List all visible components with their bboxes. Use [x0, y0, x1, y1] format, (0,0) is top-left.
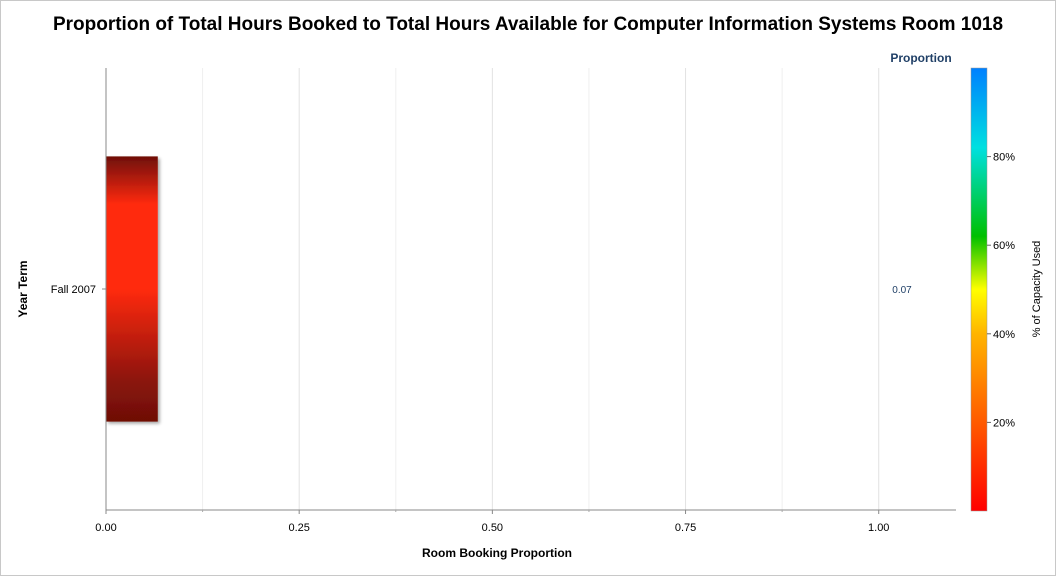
colorbar-label: % of Capacity Used	[1031, 241, 1043, 338]
grid-lines	[202, 68, 880, 510]
y-axis-label: Year Term	[16, 260, 30, 317]
x-tick-label: 1.00	[868, 522, 889, 534]
colorbar-tick-label: 60%	[993, 240, 1015, 252]
x-tick-label: 0.25	[288, 522, 309, 534]
category-tick-label: Fall 2007	[51, 284, 96, 296]
colorbar-gradient	[970, 67, 988, 512]
axes: Fall 2007 0.07 Proportion 0.00 0.25 0.50 0.75 1…	[16, 51, 956, 560]
bars	[106, 156, 158, 422]
x-tick-label: 0.75	[675, 522, 696, 534]
x-axis-label: Room Booking Proportion	[422, 546, 572, 560]
colorbar: 20% 40% 60% 80% % of Capacity Used	[970, 67, 1043, 512]
bar-value-label: 0.07	[892, 285, 912, 296]
x-tick-label: 0.50	[482, 522, 503, 534]
bar	[106, 156, 158, 422]
colorbar-tick-label: 40%	[993, 329, 1015, 341]
chart-title: Proportion of Total Hours Booked to Tota…	[52, 14, 1004, 35]
value-column-header: Proportion	[890, 51, 951, 65]
colorbar-tick-label: 80%	[993, 152, 1015, 164]
colorbar-tick-label: 20%	[993, 417, 1015, 429]
x-tick-label: 0.00	[95, 522, 116, 534]
